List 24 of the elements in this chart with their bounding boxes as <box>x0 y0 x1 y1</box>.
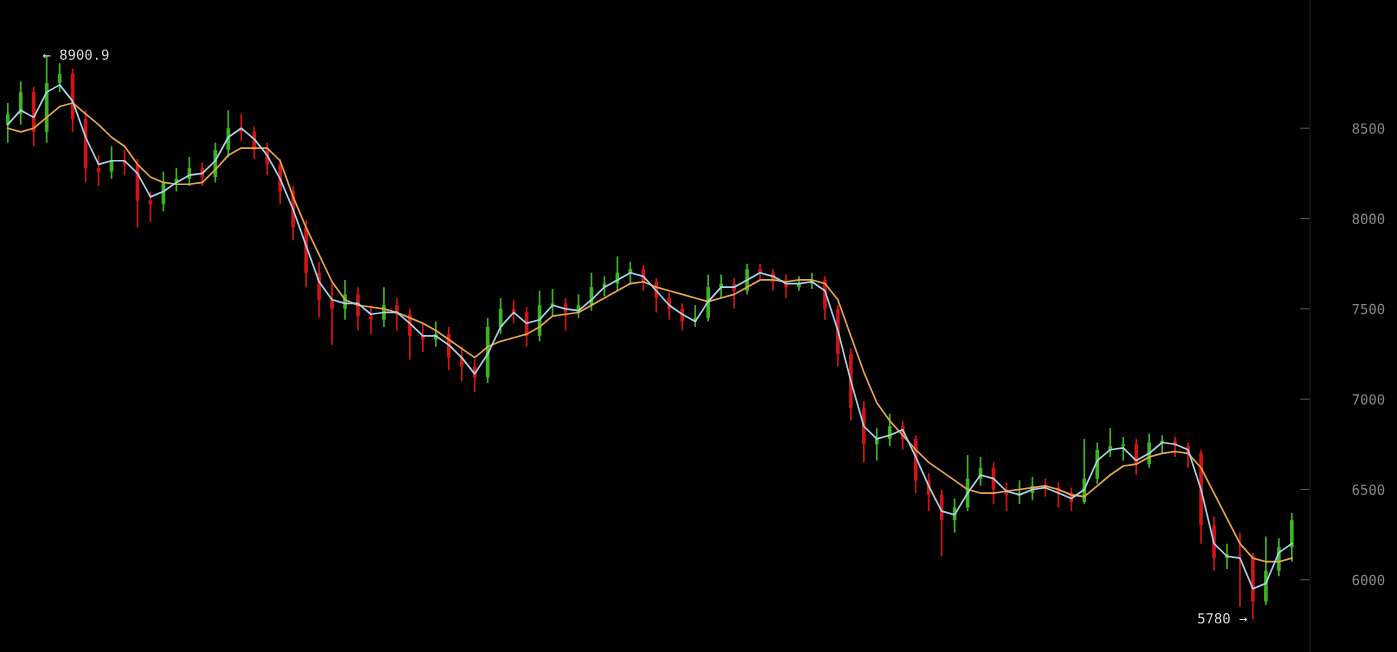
candlestick <box>887 412 892 447</box>
candlestick <box>356 286 360 332</box>
candlestick <box>369 304 373 335</box>
candlestick <box>1121 436 1126 462</box>
candlestick <box>421 322 425 354</box>
annotation: ← 8900.9 <box>42 49 109 60</box>
candlestick <box>5 102 10 144</box>
candlestick <box>330 282 334 346</box>
candlestick <box>148 190 153 223</box>
y-tick-label: 6000 <box>1352 574 1385 586</box>
candlestick <box>1108 427 1113 458</box>
candlestick <box>1134 438 1139 476</box>
candlestick <box>1238 531 1242 608</box>
y-tick-label: 8500 <box>1352 123 1385 134</box>
candlestick <box>874 427 879 462</box>
y-tick-label: 8000 <box>1352 213 1385 225</box>
candlestick <box>96 154 101 187</box>
y-tick-label: 7500 <box>1352 303 1385 315</box>
annotation: 5780 → <box>1198 613 1247 624</box>
y-tick-label: 6500 <box>1352 484 1385 495</box>
candlestick <box>226 109 231 158</box>
candlestick <box>459 345 464 382</box>
candlestick <box>18 80 23 126</box>
y-tick-label: 7000 <box>1352 394 1385 405</box>
